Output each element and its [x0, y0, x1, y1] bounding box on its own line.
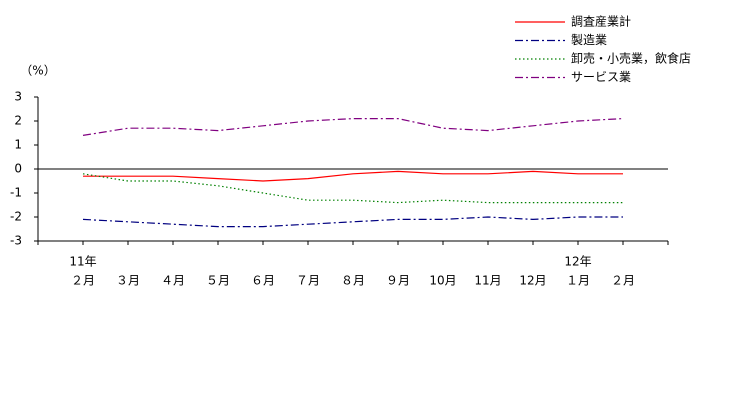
year-label: 11年	[69, 255, 96, 269]
y-tick-label: -2	[10, 210, 22, 224]
y-tick-label: 2	[14, 114, 22, 128]
x-tick-label: ２月	[71, 274, 95, 288]
y-tick-label: 0	[14, 162, 22, 176]
series-line	[83, 170, 623, 182]
y-tick-label: 3	[14, 90, 22, 104]
legend-label: サービス業	[571, 70, 631, 84]
x-tick-label: ５月	[206, 274, 230, 288]
x-tick-label: ９月	[386, 274, 410, 288]
legend-label: 卸売・小売業，飲食店	[571, 51, 691, 66]
y-axis-unit: （%）	[20, 64, 55, 78]
x-tick-label: ３月	[116, 274, 140, 288]
series-line	[82, 117, 624, 136]
x-tick-label: ６月	[251, 274, 275, 288]
x-tick-label: ７月	[296, 274, 320, 288]
y-tick-label: -3	[10, 234, 22, 248]
x-tick-label: 12月	[519, 274, 546, 288]
x-tick-label: １月	[566, 274, 590, 288]
series-line	[82, 216, 623, 228]
legend-label: 製造業	[571, 33, 607, 47]
y-tick-label: 1	[14, 138, 22, 152]
legend-label: 調査産業計	[571, 14, 631, 29]
x-tick-label: 11月	[474, 274, 501, 288]
x-tick-label: ４月	[161, 274, 185, 288]
x-tick-label: ８月	[341, 274, 365, 288]
year-label: 12年	[564, 255, 591, 269]
x-tick-label: 10月	[429, 274, 456, 288]
y-tick-label: -1	[10, 186, 22, 200]
x-tick-label: ２月	[611, 274, 635, 288]
series-line	[82, 173, 623, 204]
